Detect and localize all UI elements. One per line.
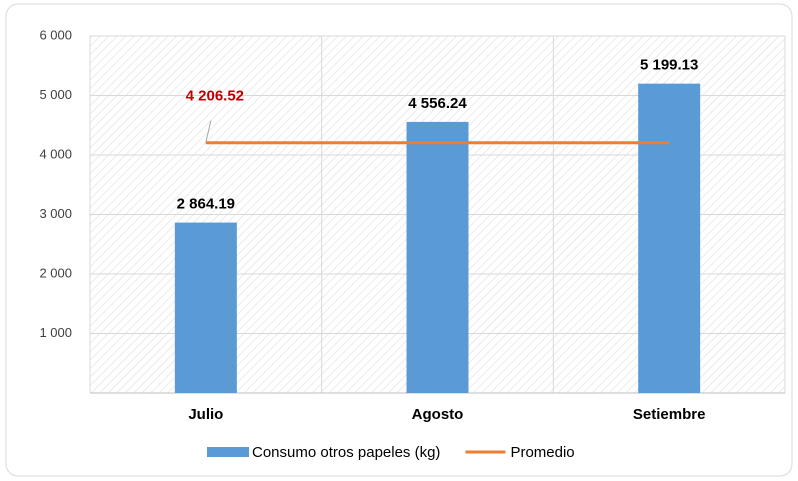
y-tick-label: 6 000 [39, 27, 72, 42]
y-tick-label: 2 000 [39, 265, 72, 280]
legend-swatch [207, 447, 249, 457]
label-leader [205, 120, 212, 143]
data-label: 4 206.52 [186, 88, 244, 105]
legend-label: Promedio [510, 444, 574, 461]
bar [638, 83, 701, 393]
y-tick-label: 3 000 [39, 206, 72, 221]
x-tick-label: Agosto [412, 406, 464, 423]
bar [174, 222, 237, 393]
legend-label: Consumo otros papeles (kg) [252, 444, 440, 461]
y-tick-label: 4 000 [39, 146, 72, 161]
data-label: 5 199.13 [640, 57, 698, 74]
data-label: 2 864.19 [177, 196, 235, 213]
x-tick-label: Setiembre [633, 406, 706, 423]
y-tick-label: 1 000 [39, 325, 72, 340]
x-tick-label: Julio [188, 406, 223, 423]
bar [406, 121, 469, 393]
y-tick-label: 5 000 [39, 87, 72, 102]
data-label: 4 556.24 [408, 95, 467, 112]
